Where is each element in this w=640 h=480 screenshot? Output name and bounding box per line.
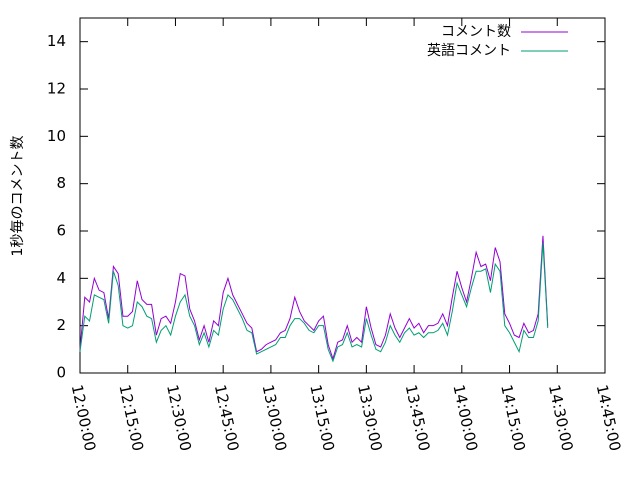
y-tick-label: 0 — [56, 364, 66, 382]
x-tick-label: 13:45:00 — [402, 383, 434, 453]
legend-label: 英語コメント — [427, 42, 511, 59]
x-tick-label: 14:00:00 — [450, 383, 482, 453]
series-line — [79, 242, 549, 363]
y-tick-label: 12 — [47, 80, 66, 98]
x-tick-label: 14:15:00 — [497, 383, 529, 453]
x-tick-label: 12:30:00 — [163, 383, 195, 453]
x-tick-label: 13:00:00 — [259, 383, 291, 453]
legend-label: コメント数 — [441, 24, 511, 40]
x-tick-label: 12:00:00 — [68, 383, 100, 453]
x-tick-label: 14:45:00 — [593, 383, 625, 453]
x-tick-label: 13:30:00 — [354, 383, 386, 453]
y-tick-label: 4 — [56, 269, 66, 287]
y-tick-label: 8 — [56, 174, 66, 192]
x-tick-label: 12:15:00 — [115, 383, 147, 453]
plot-border — [79, 17, 606, 374]
x-tick-label: 14:30:00 — [545, 383, 577, 453]
y-tick-label: 2 — [56, 316, 66, 334]
y-axis-label: 1秒毎のコメント数 — [10, 136, 26, 257]
y-tick-label: 6 — [56, 222, 66, 240]
series-line — [79, 235, 549, 361]
y-tick-label: 10 — [47, 127, 66, 145]
x-tick-label: 13:15:00 — [306, 383, 338, 453]
y-tick-label: 14 — [47, 32, 66, 50]
x-tick-label: 12:45:00 — [211, 383, 243, 453]
